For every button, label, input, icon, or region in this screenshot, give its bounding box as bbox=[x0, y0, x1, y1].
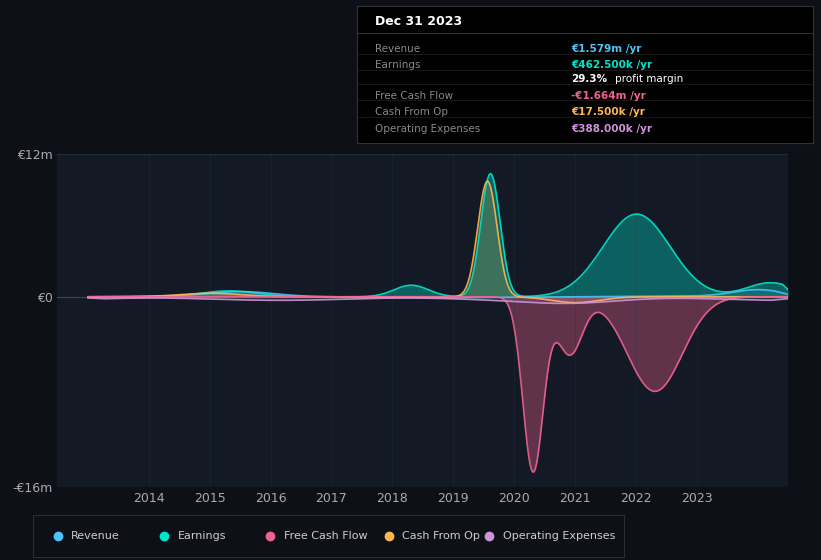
Text: €462.500k /yr: €462.500k /yr bbox=[571, 60, 653, 71]
Text: Earnings: Earnings bbox=[375, 60, 421, 71]
Text: €1.579m /yr: €1.579m /yr bbox=[571, 44, 642, 54]
Text: -€1.664m /yr: -€1.664m /yr bbox=[571, 91, 646, 101]
Text: Earnings: Earnings bbox=[177, 531, 226, 541]
Text: Free Cash Flow: Free Cash Flow bbox=[284, 531, 368, 541]
Text: profit margin: profit margin bbox=[615, 74, 683, 84]
Text: Operating Expenses: Operating Expenses bbox=[375, 124, 480, 134]
Text: €388.000k /yr: €388.000k /yr bbox=[571, 124, 653, 134]
Text: Operating Expenses: Operating Expenses bbox=[502, 531, 615, 541]
Text: Revenue: Revenue bbox=[71, 531, 120, 541]
Text: Cash From Op: Cash From Op bbox=[375, 107, 448, 117]
Text: €17.500k /yr: €17.500k /yr bbox=[571, 107, 645, 117]
Text: Free Cash Flow: Free Cash Flow bbox=[375, 91, 453, 101]
Text: Revenue: Revenue bbox=[375, 44, 420, 54]
Text: 29.3%: 29.3% bbox=[571, 74, 608, 84]
Text: Dec 31 2023: Dec 31 2023 bbox=[375, 15, 462, 28]
Text: Cash From Op: Cash From Op bbox=[402, 531, 480, 541]
